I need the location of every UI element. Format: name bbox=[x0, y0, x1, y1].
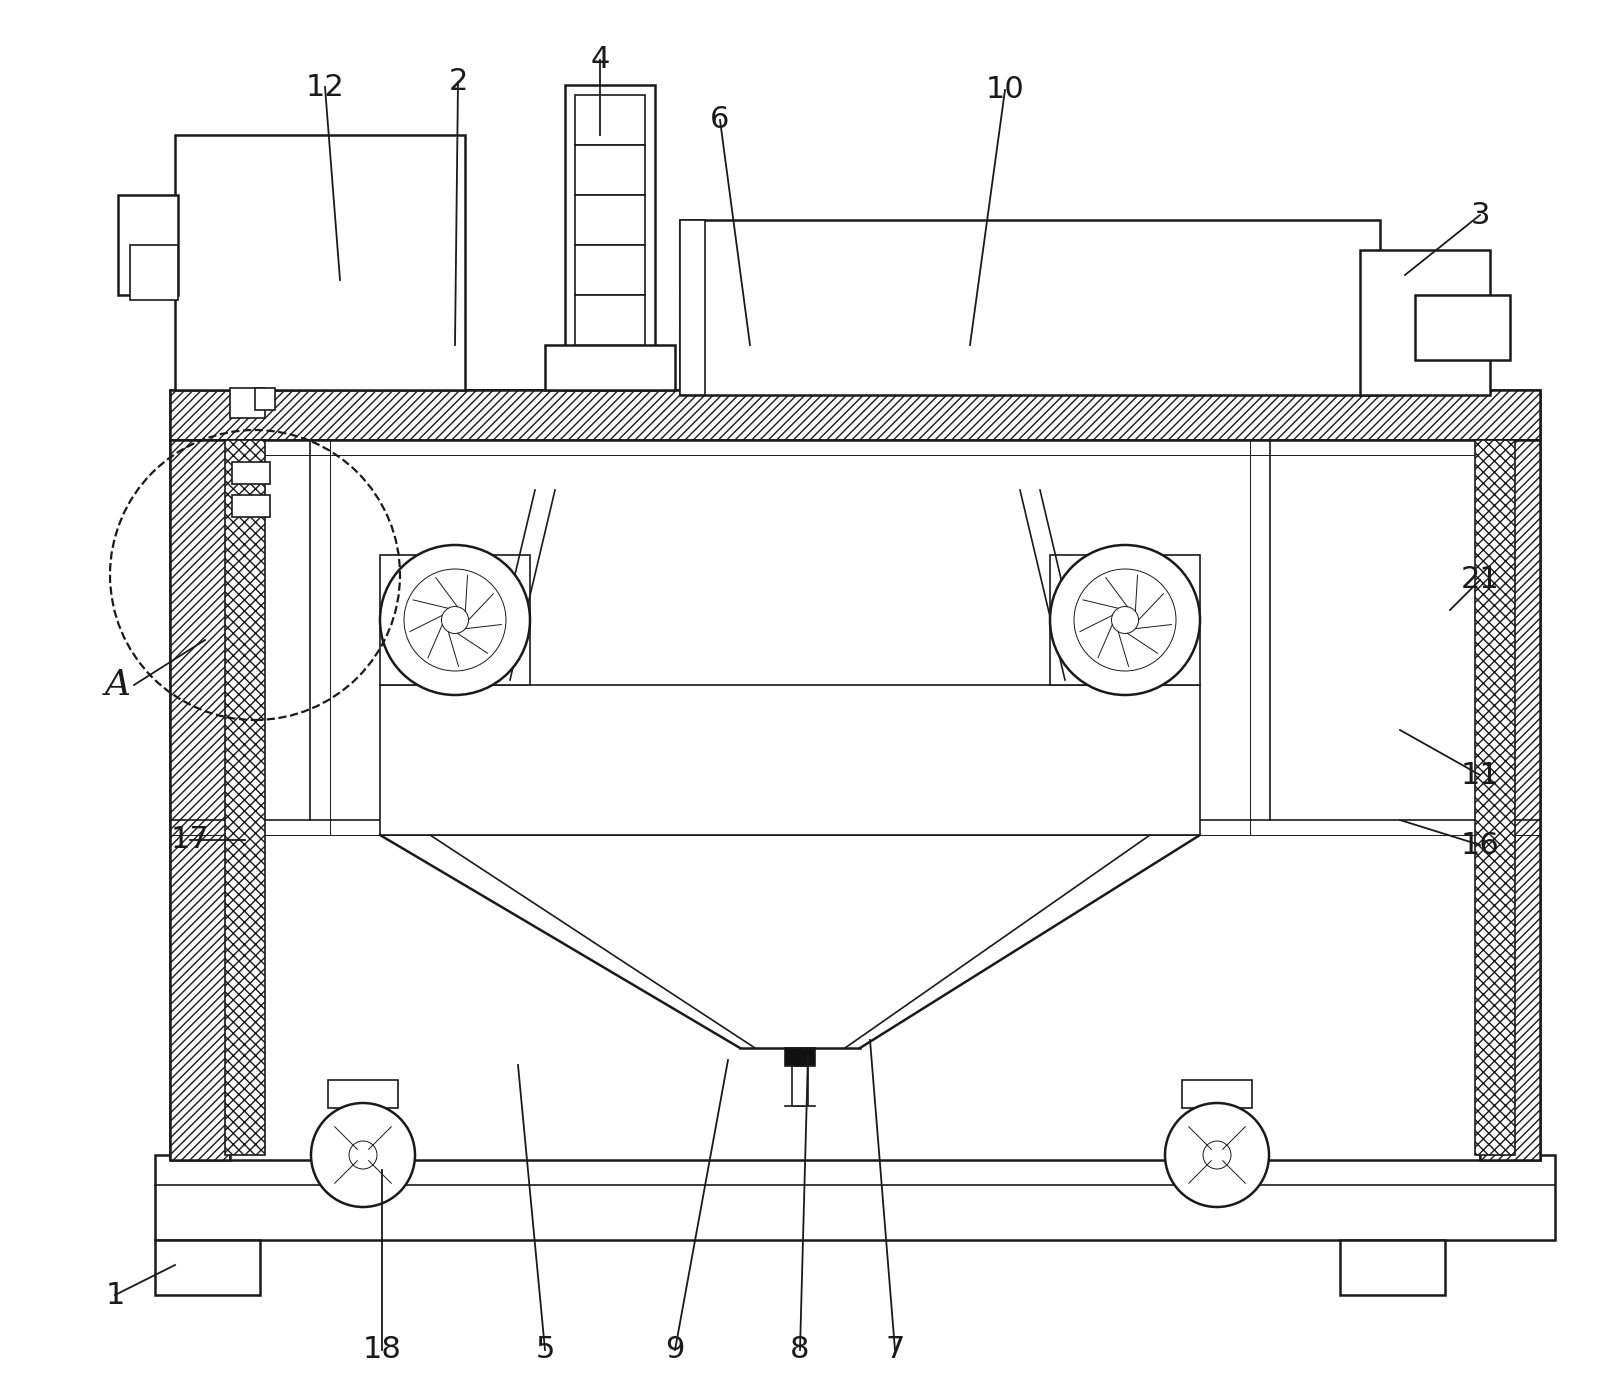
Text: 1: 1 bbox=[106, 1281, 125, 1310]
Circle shape bbox=[1203, 1141, 1230, 1169]
Bar bbox=[574, 294, 645, 345]
Circle shape bbox=[381, 545, 530, 695]
Text: 11: 11 bbox=[1461, 760, 1499, 790]
Bar bbox=[680, 220, 706, 395]
Bar bbox=[170, 391, 1539, 439]
Bar bbox=[381, 555, 530, 685]
Bar bbox=[254, 388, 275, 410]
Bar bbox=[1480, 439, 1539, 1161]
Bar bbox=[232, 495, 270, 518]
Bar bbox=[381, 685, 1200, 836]
Text: 21: 21 bbox=[1461, 565, 1499, 594]
Text: 2: 2 bbox=[448, 67, 467, 96]
Bar bbox=[574, 95, 645, 145]
Bar bbox=[226, 439, 266, 1155]
Bar bbox=[792, 1066, 808, 1106]
Text: 10: 10 bbox=[986, 75, 1024, 105]
Bar bbox=[1341, 1240, 1445, 1295]
Circle shape bbox=[1112, 607, 1139, 633]
Bar bbox=[230, 388, 266, 418]
Text: 7: 7 bbox=[885, 1335, 904, 1364]
Circle shape bbox=[310, 1103, 414, 1207]
Bar bbox=[565, 85, 654, 391]
Bar bbox=[546, 345, 675, 391]
Bar bbox=[232, 462, 270, 484]
Circle shape bbox=[1165, 1103, 1269, 1207]
Bar bbox=[155, 1240, 259, 1295]
Text: 4: 4 bbox=[590, 46, 610, 74]
Bar bbox=[174, 135, 466, 391]
Bar bbox=[328, 1080, 398, 1108]
Circle shape bbox=[1074, 569, 1176, 671]
Bar bbox=[155, 1155, 1555, 1240]
Circle shape bbox=[442, 607, 469, 633]
Text: 5: 5 bbox=[536, 1335, 555, 1364]
Text: A: A bbox=[106, 668, 131, 702]
Bar bbox=[680, 220, 1379, 395]
Bar bbox=[786, 1048, 814, 1066]
Bar bbox=[130, 246, 178, 300]
Text: 12: 12 bbox=[306, 73, 344, 102]
Bar bbox=[1414, 294, 1510, 360]
Bar bbox=[1050, 555, 1200, 685]
Bar bbox=[170, 391, 1539, 1161]
Text: 6: 6 bbox=[710, 106, 730, 134]
Circle shape bbox=[349, 1141, 378, 1169]
Text: 3: 3 bbox=[1470, 201, 1490, 230]
Text: 8: 8 bbox=[790, 1335, 810, 1364]
Text: 17: 17 bbox=[171, 826, 210, 855]
Text: 9: 9 bbox=[666, 1335, 685, 1364]
Bar bbox=[1360, 250, 1490, 395]
Bar bbox=[574, 145, 645, 195]
Circle shape bbox=[1050, 545, 1200, 695]
Bar bbox=[1182, 1080, 1251, 1108]
Bar bbox=[118, 195, 178, 294]
Bar bbox=[170, 439, 230, 1161]
Bar bbox=[574, 246, 645, 294]
Text: 18: 18 bbox=[363, 1335, 402, 1364]
Text: 16: 16 bbox=[1461, 830, 1499, 859]
Bar bbox=[574, 195, 645, 246]
Circle shape bbox=[403, 569, 506, 671]
Bar bbox=[1475, 439, 1515, 1155]
